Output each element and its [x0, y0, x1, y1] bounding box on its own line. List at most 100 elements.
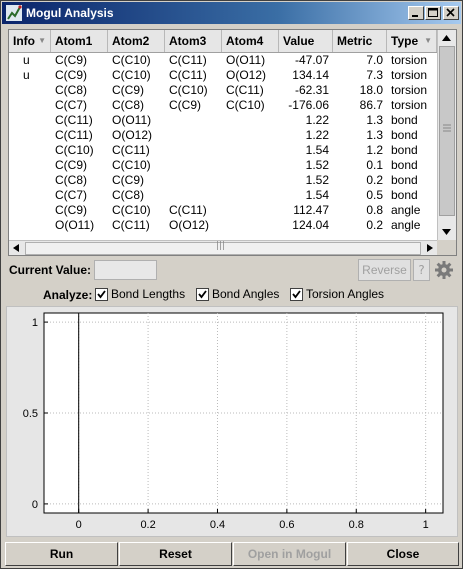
cell-value: 1.52	[305, 173, 329, 187]
cell-type: angle	[391, 218, 421, 232]
cell-atom2: C(C10)	[112, 53, 151, 67]
cell-atom1: C(C9)	[55, 53, 87, 67]
cell-atom1: C(C7)	[55, 188, 87, 202]
cell-metric: 7.0	[366, 53, 383, 67]
cell-metric: 0.5	[366, 188, 383, 202]
cell-atom4: C(C10)	[226, 98, 265, 112]
run-button[interactable]: Run	[5, 542, 118, 566]
table-row[interactable]: u C(C9) C(C10) C(C11) O(O12) 134.14 7.3 torsion	[9, 68, 437, 83]
table-row[interactable]: C(C10) C(C11) 1.54 1.2 bond	[9, 143, 437, 158]
cell-type: bond	[391, 128, 418, 142]
cell-metric: 1.3	[366, 128, 383, 142]
grip-text: |||	[216, 241, 226, 251]
cell-info	[9, 98, 51, 113]
minimize-button[interactable]	[408, 6, 424, 20]
cell-info: u	[23, 53, 30, 67]
table-row[interactable]: C(C8) C(C9) C(C10) C(C11) -62.31 18.0 torsion	[9, 83, 437, 98]
grip-icon	[443, 124, 451, 132]
cell-atom2: C(C8)	[112, 188, 144, 202]
column-header-label: Atom2	[112, 34, 150, 48]
cell-atom1: C(C11)	[55, 128, 93, 142]
table-row[interactable]: C(C11) O(O11) 1.22 1.3 bond	[9, 113, 437, 128]
bond-angles-checkbox[interactable]: Bond Angles	[196, 286, 279, 302]
cell-info	[9, 128, 51, 143]
cell-type: bond	[391, 113, 418, 127]
column-header-atom2[interactable]: Atom2	[108, 30, 165, 52]
cell-type: torsion	[391, 83, 428, 97]
vertical-scrollbar[interactable]	[437, 30, 456, 240]
maximize-button[interactable]	[425, 6, 441, 20]
close-window-button[interactable]	[443, 6, 459, 20]
histogram-plot[interactable]: 0 0.2 0.4 0.6 0.8 1 0 0.5 1	[7, 307, 457, 536]
column-header-metric[interactable]: Metric	[333, 30, 387, 52]
column-header-atom3[interactable]: Atom3	[165, 30, 222, 52]
scroll-left-button[interactable]	[9, 241, 24, 255]
reset-button[interactable]: Reset	[119, 542, 232, 566]
cell-atom3	[165, 128, 222, 143]
current-value-label: Current Value:	[9, 263, 92, 277]
cell-value: 1.54	[305, 143, 329, 157]
table-row[interactable]: C(C11) O(O12) 1.22 1.3 bond	[9, 128, 437, 143]
title-bar[interactable]: Mogul Analysis	[2, 2, 461, 24]
checkbox-box	[95, 287, 108, 301]
cell-atom2: C(C10)	[112, 158, 151, 172]
table-row[interactable]: C(C7) C(C8) C(C9) C(C10) -176.06 86.7 torsion	[9, 98, 437, 113]
bond-lengths-checkbox[interactable]: Bond Lengths	[95, 286, 185, 302]
settings-button[interactable]	[433, 259, 455, 281]
table-row[interactable]: C(C8) C(C9) 1.52 0.2 bond	[9, 173, 437, 188]
cell-atom4	[222, 188, 279, 203]
scroll-down-button[interactable]	[438, 224, 455, 240]
x-tick-label: 0.4	[210, 519, 225, 531]
horizontal-scroll-thumb[interactable]: |||	[25, 241, 421, 255]
scroll-up-button[interactable]	[438, 30, 455, 46]
cell-atom3: C(C10)	[169, 83, 208, 97]
torsion-angles-checkbox[interactable]: Torsion Angles	[290, 286, 384, 302]
bond-angles-label: Bond Angles	[212, 287, 280, 301]
table-row[interactable]: C(C9) C(C10) C(C11) 112.47 0.8 angle	[9, 203, 437, 218]
cell-atom4: O(O11)	[226, 53, 266, 67]
minimize-icon	[412, 15, 418, 17]
open-in-mogul-button[interactable]: Open in Mogul	[233, 542, 346, 566]
cell-value: 134.14	[292, 68, 329, 82]
mogul-app-icon	[6, 5, 22, 21]
column-header-type[interactable]: Type ▼	[387, 30, 437, 52]
window-title: Mogul Analysis	[26, 6, 114, 20]
column-header-atom4[interactable]: Atom4	[222, 30, 279, 52]
scroll-right-button[interactable]	[422, 241, 437, 255]
cell-atom2: O(O11)	[112, 113, 152, 127]
cell-type: bond	[391, 188, 418, 202]
vertical-scroll-thumb[interactable]	[439, 46, 455, 216]
help-button[interactable]: ?	[413, 259, 430, 281]
table-row[interactable]: u C(C9) C(C10) C(C11) O(O11) -47.07 7.0 torsion	[9, 53, 437, 68]
cell-atom1: C(C11)	[55, 113, 93, 127]
checkbox-box	[290, 287, 303, 301]
y-tick-label: 0.5	[23, 408, 38, 420]
table-row[interactable]: O(O11) C(C11) O(O12) 124.04 0.2 angle	[9, 218, 437, 233]
x-tick-label: 0	[76, 519, 82, 531]
horizontal-scrollbar[interactable]: |||	[9, 240, 437, 255]
arrow-right-icon	[427, 244, 433, 252]
cell-metric: 0.2	[366, 173, 383, 187]
check-icon	[97, 289, 106, 298]
cell-atom1: C(C8)	[55, 83, 87, 97]
table-row[interactable]: C(C7) C(C8) 1.54 0.5 bond	[9, 188, 437, 203]
cell-metric: 86.7	[359, 98, 383, 112]
table-row[interactable]: C(C9) C(C10) 1.52 0.1 bond	[9, 158, 437, 173]
cell-atom4	[222, 143, 279, 158]
cell-atom3: O(O12)	[169, 218, 210, 232]
cell-atom2: C(C11)	[112, 218, 150, 232]
cell-atom1: C(C10)	[55, 143, 94, 157]
column-header-atom1[interactable]: Atom1	[51, 30, 108, 52]
cell-type: bond	[391, 158, 418, 172]
reverse-button[interactable]: Reverse	[358, 259, 411, 281]
column-header-label: Info	[13, 34, 35, 48]
close-button[interactable]: Close	[347, 542, 459, 566]
column-header-value[interactable]: Value	[279, 30, 333, 52]
current-value-field[interactable]	[94, 260, 157, 280]
cell-atom3	[165, 113, 222, 128]
scroll-corner	[437, 240, 456, 255]
column-header-info[interactable]: Info ▼	[9, 30, 51, 52]
cell-atom4	[222, 113, 279, 128]
cell-atom4	[222, 203, 279, 218]
